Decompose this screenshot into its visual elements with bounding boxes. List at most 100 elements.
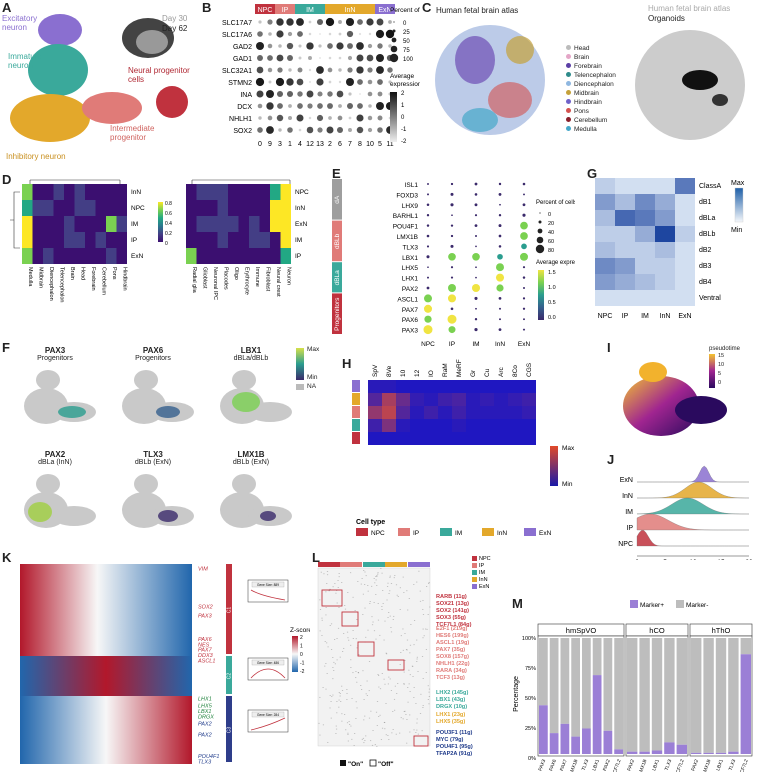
d-cell [43, 184, 54, 200]
i-colorbar [709, 354, 715, 388]
l-gene-label: RARA (34g) [436, 668, 467, 674]
d-cell [64, 216, 75, 232]
g-row-label: dB2 [699, 247, 712, 254]
b-dot [286, 42, 294, 50]
e-dot [498, 307, 502, 310]
m-gene-label: LBX1 [591, 758, 601, 771]
l-edge-dot [404, 710, 406, 712]
b-dot [356, 54, 364, 62]
d-col-label: Diencephalon [48, 267, 54, 301]
d-cell [280, 248, 291, 264]
d-cell [43, 232, 54, 248]
f-map-sub: dBLb (ExN) [232, 459, 270, 466]
d-col-label: Midbrain [38, 267, 44, 288]
d-cell [249, 248, 260, 264]
label-day62: Day 62 [162, 24, 188, 33]
l-edge-dot [391, 732, 393, 734]
l-gene-label: SOX8 (157g) [436, 654, 469, 660]
e-group-bar [332, 220, 342, 262]
l-edge-dot [332, 586, 334, 588]
panel-j: J ExNInNIMIPNPC05101520Pseudotime [605, 452, 759, 560]
b-dot [267, 67, 273, 73]
g-row-label: dB3 [699, 263, 712, 270]
panel-c: C Human fetal brain atlas Human fetal br… [420, 0, 759, 170]
panel-h: H hmSpVOSpV8Ve1012IORaMMeRFGrCuArc8CoCGS… [342, 356, 605, 541]
h-col-label: Cu [484, 368, 491, 377]
g-row-label: dB1 [699, 199, 712, 206]
h-cell [452, 419, 466, 432]
f-map-sub: dBLa (InN) [38, 459, 72, 466]
d-cell [186, 232, 197, 248]
k-block-c1 [20, 564, 192, 656]
l-edge-dot [370, 710, 372, 712]
c-legend-item: Midbrain [566, 89, 616, 98]
l-edge-dot [332, 678, 334, 680]
label-immature: Immature neuron [8, 52, 42, 70]
c-legend-swatch [566, 63, 571, 68]
l-edge-dot [326, 673, 328, 674]
k-block-c2 [20, 656, 192, 696]
l-edge-dot [368, 661, 371, 662]
umap-i [623, 362, 727, 436]
m-bar-pos [676, 744, 687, 754]
e-dot [423, 304, 433, 313]
l-edge-dot [413, 729, 415, 731]
panel-letter-g: G [587, 166, 598, 181]
e-col-label: IM [472, 341, 479, 348]
g-cell [595, 178, 615, 194]
l-edge-dot [355, 638, 357, 640]
b-dot [337, 115, 343, 121]
h-row-swatch [352, 406, 360, 418]
g-cell [675, 194, 695, 210]
m-bar-neg [676, 638, 687, 745]
l-on-swatch [340, 760, 346, 766]
d-cell [259, 200, 270, 216]
d-cell [280, 200, 291, 216]
m-bar-pos [651, 750, 663, 754]
j-tick: 15 [717, 559, 725, 560]
l-celltype-bar [340, 562, 362, 567]
l-edge-dot [375, 576, 377, 577]
l-edge-dot [373, 630, 376, 632]
b-gene-label: SOX2 [233, 128, 252, 135]
k-gene-label: PAX2 [198, 732, 212, 738]
label-day30: Day 30 [162, 14, 188, 23]
l-edge-dot [425, 672, 427, 673]
l-edge-dot [330, 717, 332, 719]
l-edge-dot [385, 734, 387, 736]
g-cell [635, 258, 655, 274]
l-legend-label: IM [479, 570, 486, 576]
e-dot [522, 276, 526, 279]
b-dot [308, 80, 312, 84]
e-gene-label: LHX1 [402, 276, 419, 283]
e-dot [499, 318, 501, 321]
e-colorbar [538, 270, 544, 320]
h-cell [522, 432, 536, 445]
k-mini-title-bg [251, 711, 285, 718]
l-edge-dot [390, 627, 392, 628]
e-dot [447, 314, 457, 324]
f-map-gene: PAX2 [44, 450, 66, 459]
l-edge-dot [338, 573, 340, 574]
m-facet-label: hThO [712, 626, 731, 635]
l-edge-dot [399, 664, 401, 666]
l-off-swatch [369, 759, 377, 767]
l-edge-dot [409, 674, 411, 676]
panel-e: E dA dBLb dBLa Progenitors ISL1 FOXD3 LHX9 BARH… [330, 166, 575, 348]
l-edge-dot [372, 730, 374, 731]
dotplot-e: dA dBLb dBLa Progenitors ISL1 FOXD3 LHX9 BARHL1… [332, 179, 575, 348]
e-dot [498, 245, 502, 248]
l-edge-dot [343, 633, 345, 634]
h-cell [494, 432, 508, 445]
m-legend-neg-swatch [676, 600, 684, 608]
b-dot [347, 67, 353, 73]
f-map-umap [24, 370, 96, 424]
j-row-label: ExN [620, 477, 633, 484]
d-col-label: Placodes [223, 267, 229, 290]
e-dot [448, 284, 456, 292]
b-dot [375, 29, 385, 39]
umap-c [435, 25, 745, 140]
g-legend-max: Max [731, 180, 745, 187]
b-cluster-label: 9 [268, 141, 272, 148]
f-map-sub: Progenitors [135, 355, 171, 362]
